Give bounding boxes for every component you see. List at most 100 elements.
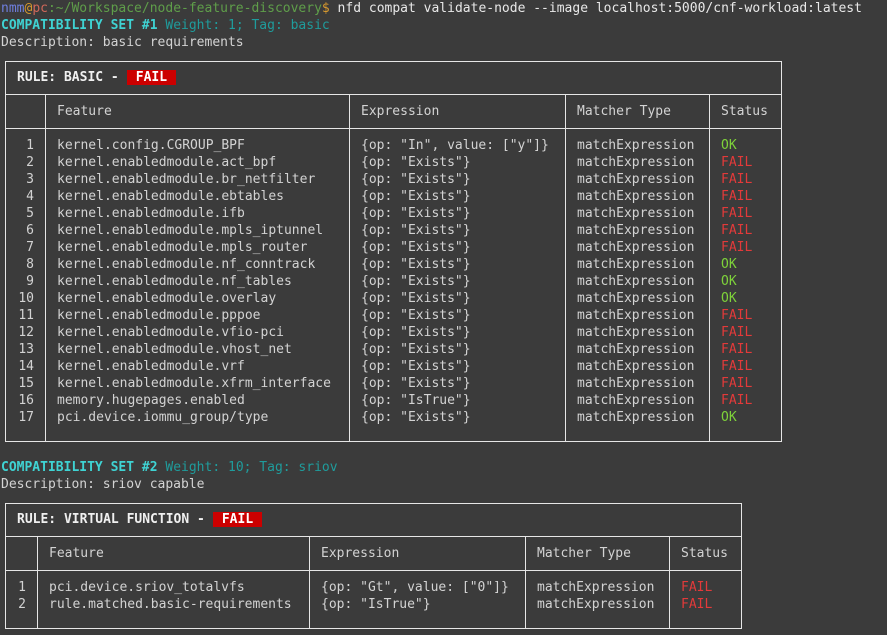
prompt-at: @ [24,1,33,16]
row-feature: kernel.enabledmodule.act_bpf [57,155,277,170]
column-header: Matcher Type [577,104,671,119]
column-header: Feature [49,546,104,561]
row-number: 1 [26,138,34,153]
row-expression: {op: "Gt", value: ["0"]} [321,580,509,595]
row-number: 5 [26,206,34,221]
column-divider [349,94,350,441]
row-status: FAIL [721,325,753,340]
row-expression: {op: "In", value: ["y"]} [361,138,549,153]
row-expression: {op: "Exists"} [361,189,471,204]
row-status: FAIL [721,342,753,357]
set-meta: Weight: 10; Tag: sriov [157,460,338,475]
rule-table: RULE: VIRTUAL FUNCTION - FAIL Feature Expre… [5,503,742,629]
row-number: 2 [26,155,34,170]
column-divider [565,94,566,441]
row-number: 6 [26,223,34,238]
row-status: OK [721,138,737,153]
row-matcher-type: matchExpression [577,359,695,374]
row-matcher-type: matchExpression [577,325,695,340]
row-feature: memory.hugepages.enabled [57,393,245,408]
rule-header: RULE: VIRTUAL FUNCTION - FAIL [17,511,263,528]
set-description: Description: basic requirements [1,35,244,50]
set-title-line: COMPATIBILITY SET #1 Weight: 1; Tag: bas… [1,17,330,34]
column-header: Status [681,546,728,561]
row-expression: {op: "Exists"} [361,223,471,238]
row-matcher-type: matchExpression [577,291,695,306]
row-matcher-type: matchExpression [577,342,695,357]
row-expression: {op: "Exists"} [361,410,471,425]
rule-header: RULE: BASIC - FAIL [17,69,177,86]
row-matcher-type: matchExpression [577,155,695,170]
row-number: 9 [26,274,34,289]
row-matcher-type: matchExpression [537,597,655,612]
row-status: FAIL [721,308,753,323]
row-status: OK [721,257,737,272]
row-expression: {op: "Exists"} [361,325,471,340]
row-number: 15 [18,376,34,391]
divider [6,570,741,571]
column-divider [309,536,310,628]
row-feature: kernel.enabledmodule.mpls_iptunnel [57,223,324,238]
row-matcher-type: matchExpression [537,580,655,595]
row-expression: {op: "Exists"} [361,291,471,306]
row-expression: {op: "Exists"} [361,376,471,391]
row-expression: {op: "IsTrue"} [321,597,431,612]
row-number: 11 [18,308,34,323]
row-number: 1 [18,580,26,595]
row-number: 14 [18,359,34,374]
row-number: 8 [26,257,34,272]
rule-status-badge: FAIL [212,512,263,527]
row-status: FAIL [681,597,713,612]
column-divider [669,536,670,628]
row-feature: pci.device.sriov_totalvfs [49,580,245,595]
row-status: FAIL [721,393,753,408]
row-status: FAIL [681,580,713,595]
rule-label: RULE: VIRTUAL FUNCTION - [17,512,205,527]
row-expression: {op: "Exists"} [361,206,471,221]
row-number: 4 [26,189,34,204]
row-matcher-type: matchExpression [577,189,695,204]
row-feature: rule.matched.basic-requirements [49,597,292,612]
column-header: Expression [361,104,440,119]
divider [6,94,781,95]
row-feature: kernel.enabledmodule.ifb [57,206,245,221]
row-expression: {op: "Exists"} [361,308,471,323]
column-divider [45,94,46,441]
row-status: FAIL [721,189,753,204]
row-status: OK [721,274,737,289]
prompt-host: pc [32,1,48,16]
row-feature: kernel.enabledmodule.mpls_router [57,240,308,255]
rule-label: RULE: BASIC - [17,70,119,85]
set-meta: Weight: 1; Tag: basic [157,18,330,33]
divider [6,536,741,537]
row-matcher-type: matchExpression [577,274,695,289]
row-status: FAIL [721,223,753,238]
row-expression: {op: "Exists"} [361,274,471,289]
row-feature: kernel.enabledmodule.nf_tables [57,274,292,289]
command-text: nfd compat validate-node --image localho… [329,1,862,16]
row-feature: kernel.enabledmodule.nf_conntrack [57,257,316,272]
rule-table: RULE: BASIC - FAIL Feature Expression Matche… [5,61,782,442]
row-matcher-type: matchExpression [577,223,695,238]
column-divider [525,536,526,628]
row-feature: kernel.enabledmodule.vhost_net [57,342,292,357]
column-header: Expression [321,546,400,561]
prompt-path: :~/Workspace/node-feature-discovery [47,1,322,16]
row-feature: kernel.enabledmodule.vfio-pci [57,325,284,340]
row-number: 17 [18,410,34,425]
row-matcher-type: matchExpression [577,376,695,391]
row-matcher-type: matchExpression [577,410,695,425]
set-title-line: COMPATIBILITY SET #2 Weight: 10; Tag: sr… [1,459,338,476]
row-matcher-type: matchExpression [577,393,695,408]
row-feature: kernel.enabledmodule.pppoe [57,308,261,323]
row-expression: {op: "Exists"} [361,257,471,272]
command-line: nmm@pc:~/Workspace/node-feature-discover… [1,0,862,17]
row-status: FAIL [721,206,753,221]
row-feature: kernel.enabledmodule.ebtables [57,189,284,204]
prompt-dollar: $ [321,1,330,16]
row-matcher-type: matchExpression [577,257,695,272]
divider [6,128,781,129]
row-expression: {op: "Exists"} [361,240,471,255]
row-number: 2 [18,597,26,612]
row-status: OK [721,410,737,425]
